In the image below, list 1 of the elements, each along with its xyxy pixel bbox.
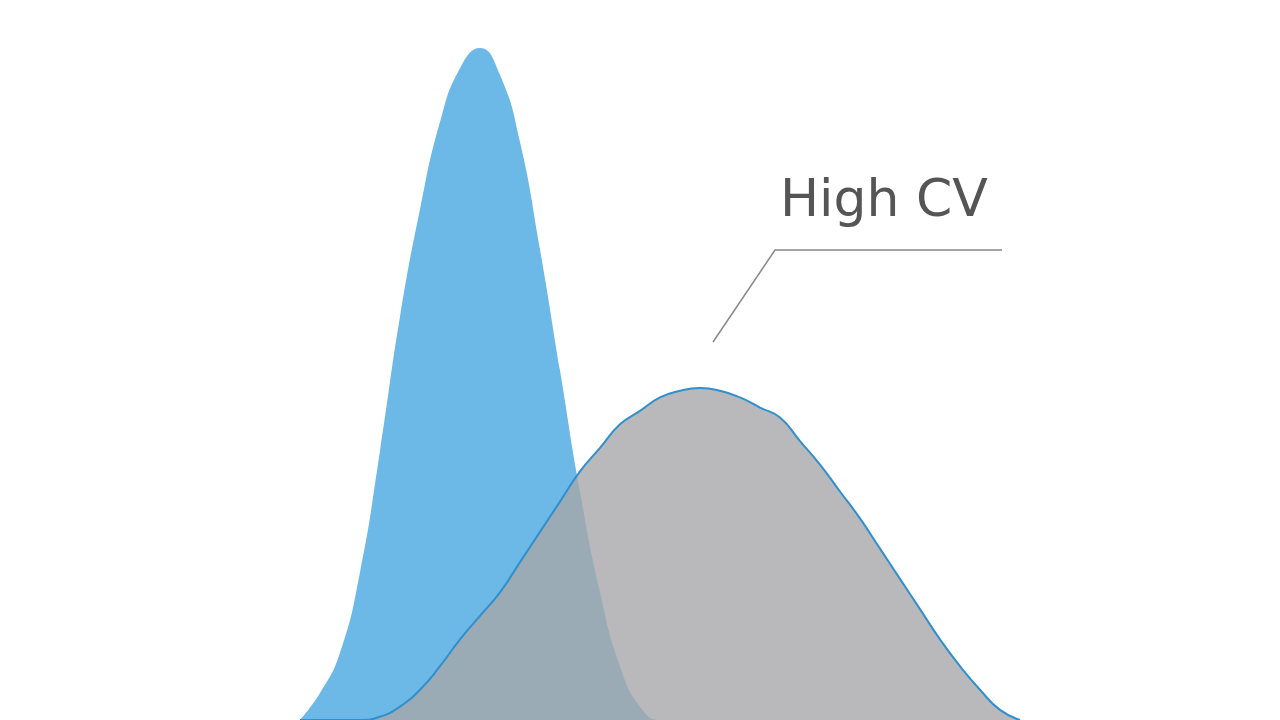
annotation: High CV [780,168,989,228]
